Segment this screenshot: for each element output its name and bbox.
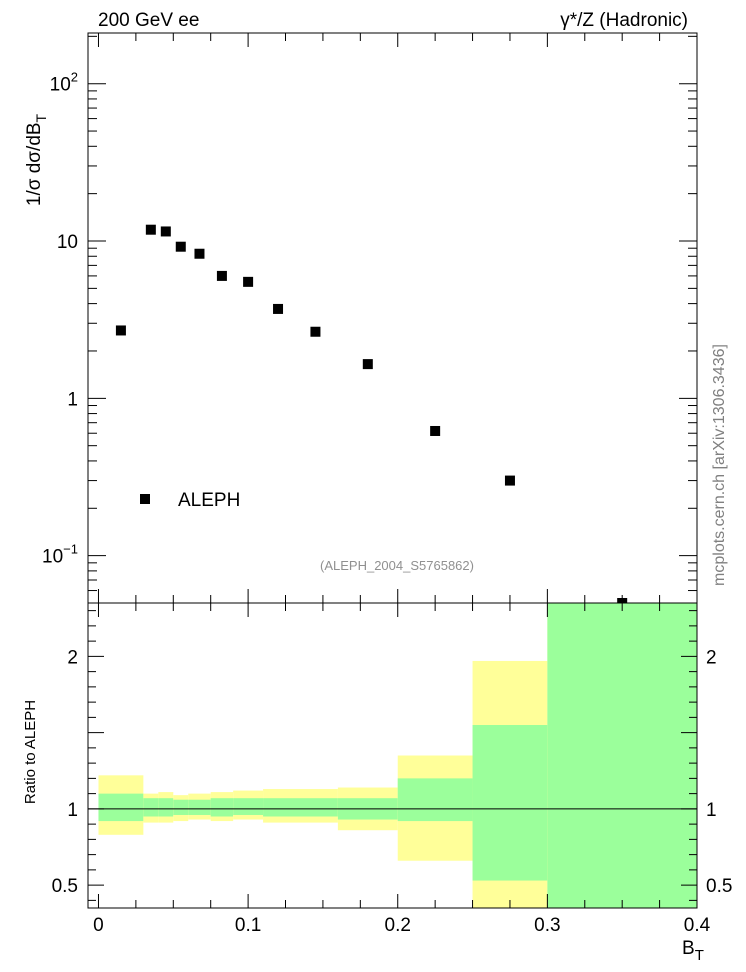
stat-uncertainty-band: [210, 798, 234, 817]
lower-y-tick-label-left: 1: [67, 800, 78, 821]
data-point: [145, 224, 156, 235]
data-point: [362, 359, 373, 370]
x-axis-title: BT: [682, 938, 704, 964]
lower-y-tick-label-right: 0.5: [706, 876, 732, 897]
lower-y-tick-labels: 0.5 0.5 1 1 2 2: [52, 647, 733, 897]
lower-y-tick-label-left: 2: [67, 647, 78, 668]
data-point: [243, 276, 254, 287]
upper-y-tick-label: 1: [67, 389, 78, 410]
legend-marker: [140, 494, 150, 504]
data-points: [115, 224, 628, 603]
upper-y-tick-label-exp: 2: [71, 70, 78, 85]
stat-uncertainty-band: [472, 725, 548, 881]
upper-y-tick-label-exp: −1: [63, 542, 78, 557]
lower-y-tick-label-left: 0.5: [52, 876, 78, 897]
x-axis-title-sub: T: [695, 947, 704, 964]
upper-y-tick-label-base: 10: [42, 547, 63, 568]
stat-uncertainty-band: [233, 798, 264, 815]
data-point: [310, 326, 321, 337]
upper-panel-frame: [87, 32, 698, 604]
stat-uncertainty-band: [263, 798, 293, 817]
upper-y-axis-title-sub: T: [33, 113, 49, 122]
stat-uncertainty-band: [397, 778, 473, 822]
stat-uncertainty-band: [188, 799, 211, 815]
upper-y-tick-label-base: 10: [57, 232, 78, 253]
lower-y-tick-label-right: 1: [706, 800, 717, 821]
legend-label: ALEPH: [178, 490, 240, 511]
upper-y-axis-title: 1/σ dσ/dBT: [24, 113, 49, 206]
lower-axis-ticks: [88, 603, 698, 908]
data-point: [175, 241, 186, 252]
top-right-label: γ*/Z (Hadronic): [560, 10, 688, 31]
data-point: [430, 425, 441, 436]
x-tick-label: 0.1: [235, 915, 261, 936]
legend: ALEPH: [140, 490, 240, 511]
upper-axis-ticks: [88, 33, 698, 604]
lower-y-axis-title: Ratio to ALEPH: [22, 700, 39, 804]
ratio-bands: [98, 603, 697, 908]
lower-panel: 0.5 0.5 1 1 2 2 0 0.1 0.2 0.3 0.4: [52, 602, 733, 936]
upper-y-tick-label: 102: [50, 70, 78, 96]
stat-uncertainty-band: [98, 793, 144, 822]
x-tick-label: 0.4: [684, 915, 711, 936]
stat-uncertainty-band: [143, 798, 159, 817]
top-left-label: 200 GeV ee: [98, 10, 199, 31]
x-tick-label: 0: [93, 915, 104, 936]
lower-y-tick-label-right: 2: [706, 647, 717, 668]
upper-y-tick-label: 10−1: [42, 542, 78, 568]
upper-y-axis-title-main: 1/σ dσ/dB: [24, 122, 45, 206]
analysis-tag: (ALEPH_2004_S5765862): [320, 558, 474, 573]
data-point: [160, 226, 171, 237]
x-axis-title-main: B: [682, 938, 695, 959]
data-point: [115, 325, 126, 336]
stat-uncertainty-band: [158, 798, 174, 817]
lower-panel-frame: [87, 602, 698, 909]
upper-y-tick-label-base: 1: [67, 389, 78, 410]
upper-y-tick-label-base: 10: [50, 75, 71, 96]
data-point: [194, 248, 205, 259]
side-note: mcplots.cern.ch [arXiv:1306.3436]: [711, 344, 728, 586]
upper-y-tick-label: 10: [57, 232, 78, 253]
stat-uncertainty-band: [292, 798, 338, 817]
stat-uncertainty-band: [547, 603, 697, 908]
x-tick-label: 0.3: [534, 915, 560, 936]
data-point: [504, 475, 515, 486]
data-point: [617, 598, 628, 603]
data-point: [273, 303, 284, 314]
data-point: [216, 270, 227, 281]
svg-text:1/σ dσ/dBT: 1/σ dσ/dBT: [24, 113, 49, 206]
x-tick-labels: 0 0.1 0.2 0.3 0.4: [93, 915, 710, 936]
stat-uncertainty-band: [173, 799, 189, 815]
x-tick-label: 0.2: [385, 915, 411, 936]
